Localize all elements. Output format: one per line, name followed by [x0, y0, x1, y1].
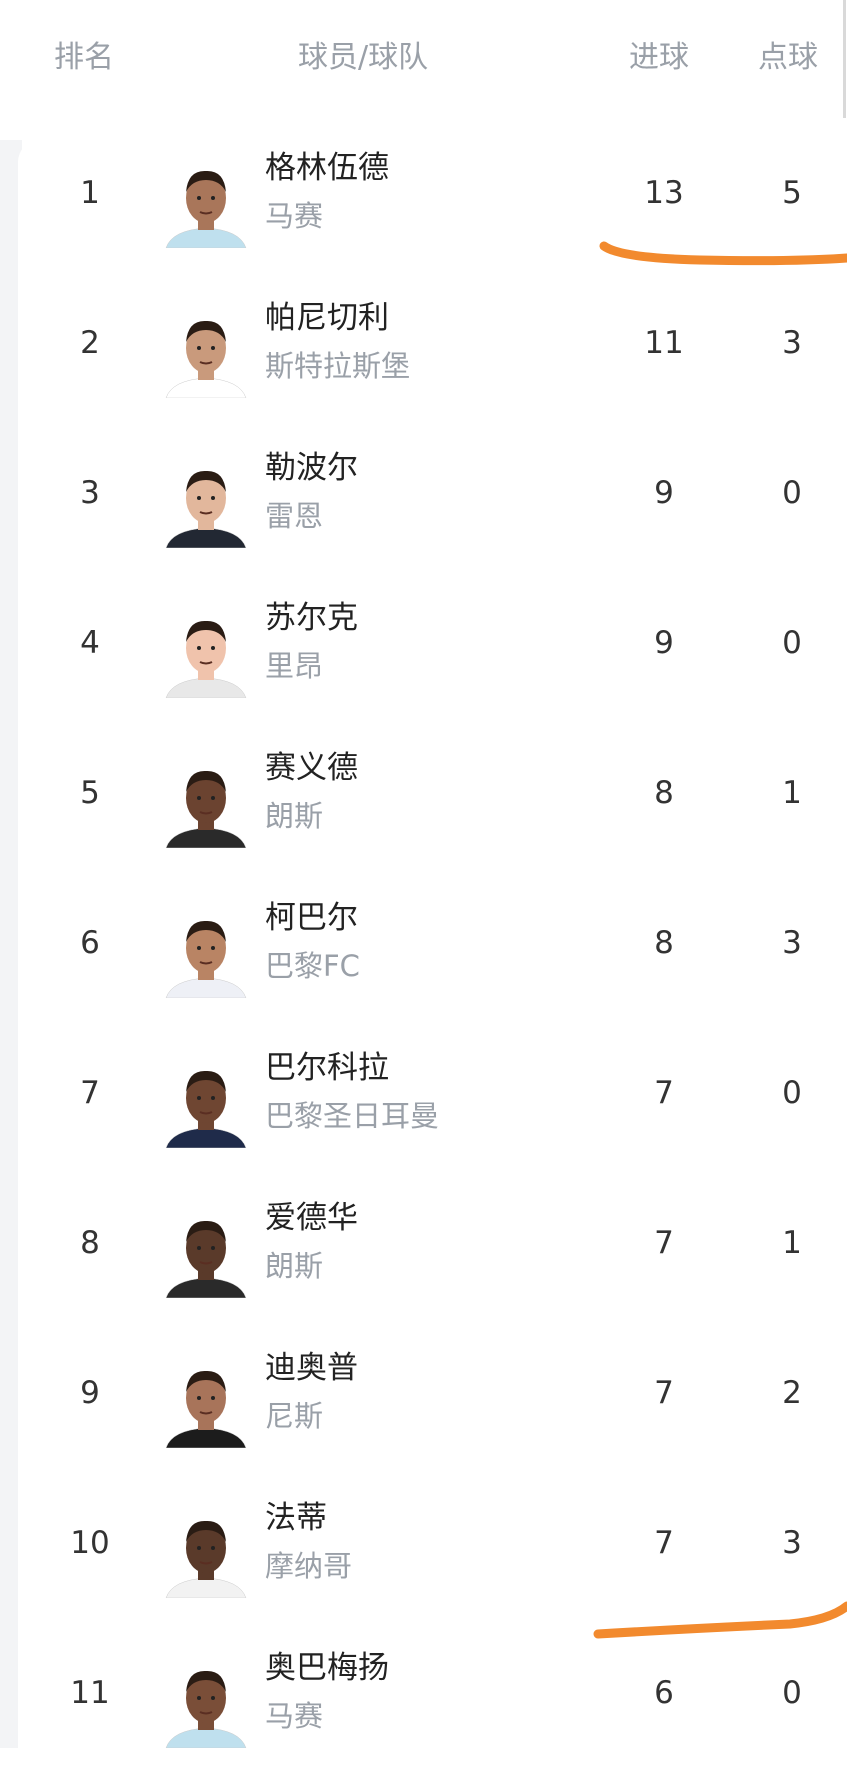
player-name[interactable]: 法蒂 [265, 1500, 327, 1536]
team-name[interactable]: 马赛 [265, 1699, 324, 1733]
table-row[interactable]: 8 爱德华 朗斯 7 1 [0, 1170, 847, 1320]
penalties-value: 2 [782, 1375, 802, 1411]
penalties-value: 1 [782, 775, 802, 811]
player-avatar [165, 1370, 247, 1448]
player-name[interactable]: 苏尔克 [265, 600, 358, 636]
table-row[interactable]: 5 赛义德 朗斯 8 1 [0, 720, 847, 870]
player-avatar [165, 770, 247, 848]
ranking-card [18, 140, 847, 1760]
player-name[interactable]: 帕尼切利 [265, 300, 389, 336]
player-avatar [165, 1070, 247, 1148]
player-avatar [165, 620, 247, 698]
player-name[interactable]: 奥巴梅扬 [265, 1650, 389, 1686]
goals-value: 6 [654, 1675, 674, 1711]
penalties-value: 3 [782, 1525, 802, 1561]
player-name[interactable]: 赛义德 [265, 750, 358, 786]
player-avatar [165, 920, 247, 998]
goals-value: 7 [654, 1525, 674, 1561]
player-avatar [165, 1520, 247, 1598]
goals-value: 7 [654, 1075, 674, 1111]
table-row[interactable]: 6 柯巴尔 巴黎FC 8 3 [0, 870, 847, 1020]
rank: 1 [80, 175, 100, 211]
header-penalties[interactable]: 点球 [758, 40, 818, 75]
team-name[interactable]: 朗斯 [265, 1249, 324, 1283]
team-name[interactable]: 巴黎圣日耳曼 [265, 1099, 440, 1133]
rank: 9 [80, 1375, 100, 1411]
rank: 8 [80, 1225, 100, 1261]
table-row[interactable]: 11 奥巴梅扬 马赛 6 0 [0, 1620, 847, 1770]
player-avatar [165, 1220, 247, 1298]
player-avatar [165, 320, 247, 398]
player-name[interactable]: 格林伍德 [265, 150, 389, 186]
table-row[interactable]: 2 帕尼切利 斯特拉斯堡 11 3 [0, 270, 847, 420]
goals-value: 8 [654, 925, 674, 961]
player-name[interactable]: 柯巴尔 [265, 900, 358, 936]
player-avatar [165, 470, 247, 548]
penalties-value: 3 [782, 925, 802, 961]
goals-value: 7 [654, 1225, 674, 1261]
penalties-value: 0 [782, 1075, 802, 1111]
player-name[interactable]: 爱德华 [265, 1200, 358, 1236]
rank: 11 [70, 1675, 110, 1711]
team-name[interactable]: 朗斯 [265, 799, 324, 833]
penalties-value: 1 [782, 1225, 802, 1261]
goals-value: 9 [654, 475, 674, 511]
team-name[interactable]: 巴黎FC [265, 949, 360, 983]
goals-value: 9 [654, 625, 674, 661]
rank: 10 [70, 1525, 110, 1561]
team-name[interactable]: 尼斯 [265, 1399, 324, 1433]
table-row[interactable]: 3 勒波尔 雷恩 9 0 [0, 420, 847, 570]
goals-value: 11 [644, 325, 684, 361]
goals-value: 8 [654, 775, 674, 811]
penalties-value: 0 [782, 1675, 802, 1711]
rank: 3 [80, 475, 100, 511]
team-name[interactable]: 斯特拉斯堡 [265, 349, 411, 383]
rank: 7 [80, 1075, 100, 1111]
team-name[interactable]: 摩纳哥 [265, 1549, 353, 1583]
player-avatar [165, 170, 247, 248]
rank: 2 [80, 325, 100, 361]
goals-value: 7 [654, 1375, 674, 1411]
header-rank[interactable]: 排名 [54, 40, 114, 75]
table-row[interactable]: 1 格林伍德 马赛 13 5 [0, 120, 847, 270]
player-name[interactable]: 勒波尔 [265, 450, 358, 486]
penalties-value: 0 [782, 475, 802, 511]
player-name[interactable]: 迪奥普 [265, 1350, 358, 1386]
rank: 5 [80, 775, 100, 811]
scrollbar[interactable] [843, 0, 846, 118]
left-background-strip [0, 140, 22, 1748]
player-avatar [165, 1670, 247, 1748]
penalties-value: 0 [782, 625, 802, 661]
penalties-value: 5 [782, 175, 802, 211]
header-player-team[interactable]: 球员/球队 [298, 40, 429, 75]
rank: 4 [80, 625, 100, 661]
header-goals[interactable]: 进球 [629, 40, 689, 75]
table-row[interactable]: 9 迪奥普 尼斯 7 2 [0, 1320, 847, 1470]
goals-value: 13 [644, 175, 684, 211]
table-row[interactable]: 4 苏尔克 里昂 9 0 [0, 570, 847, 720]
team-name[interactable]: 里昂 [265, 649, 324, 683]
penalties-value: 3 [782, 325, 802, 361]
team-name[interactable]: 雷恩 [265, 499, 324, 533]
table-row[interactable]: 7 巴尔科拉 巴黎圣日耳曼 7 0 [0, 1020, 847, 1170]
table-row[interactable]: 10 法蒂 摩纳哥 7 3 [0, 1470, 847, 1620]
player-name[interactable]: 巴尔科拉 [265, 1050, 389, 1086]
rank: 6 [80, 925, 100, 961]
team-name[interactable]: 马赛 [265, 199, 324, 233]
